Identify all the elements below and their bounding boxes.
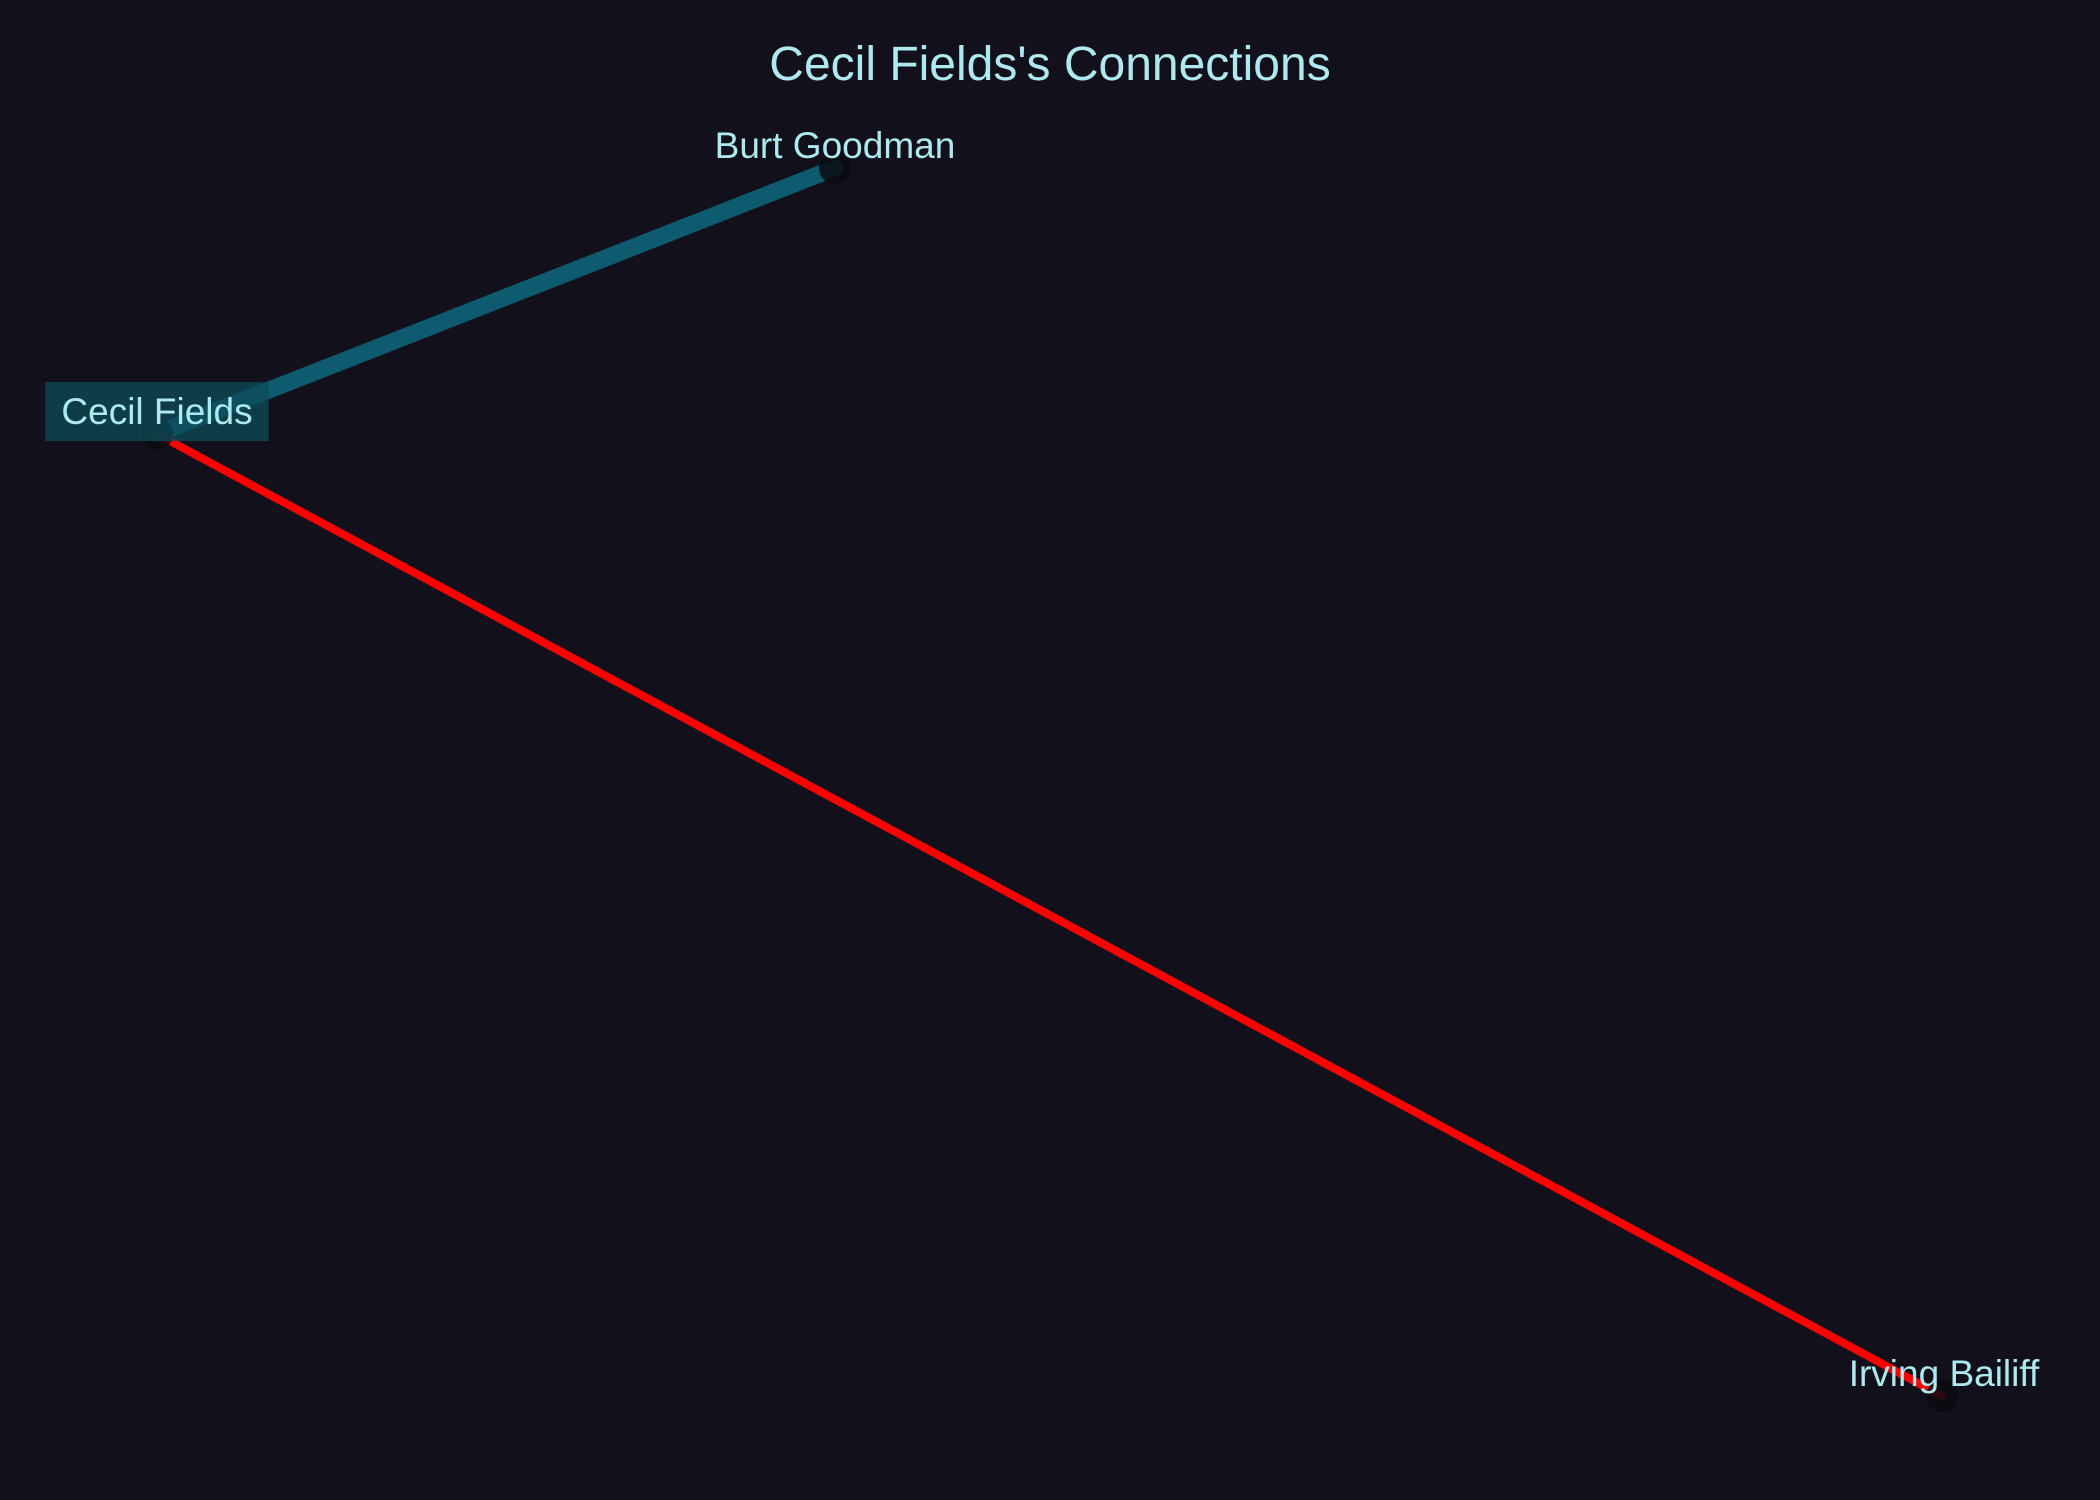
- node-label: Cecil Fields: [61, 391, 252, 432]
- node-marker[interactable]: [819, 152, 851, 184]
- node-cecil[interactable]: Cecil Fields: [45, 382, 269, 450]
- edges-layer: [148, 159, 1946, 1400]
- edge-cecil-burt: [148, 159, 844, 443]
- nodes-layer: Cecil Fields Burt Goodman Irving Bailiff: [45, 125, 2040, 1412]
- node-burt[interactable]: Burt Goodman: [715, 125, 956, 184]
- node-label: Burt Goodman: [715, 125, 956, 166]
- diagram-title: Cecil Fields's Connections: [769, 38, 1330, 91]
- node-marker[interactable]: [1926, 1380, 1958, 1412]
- edge-cecil-irving: [153, 430, 1946, 1400]
- node-label: Irving Bailiff: [1849, 1353, 2040, 1394]
- node-irving[interactable]: Irving Bailiff: [1849, 1353, 2040, 1412]
- highlight-box: [45, 382, 269, 441]
